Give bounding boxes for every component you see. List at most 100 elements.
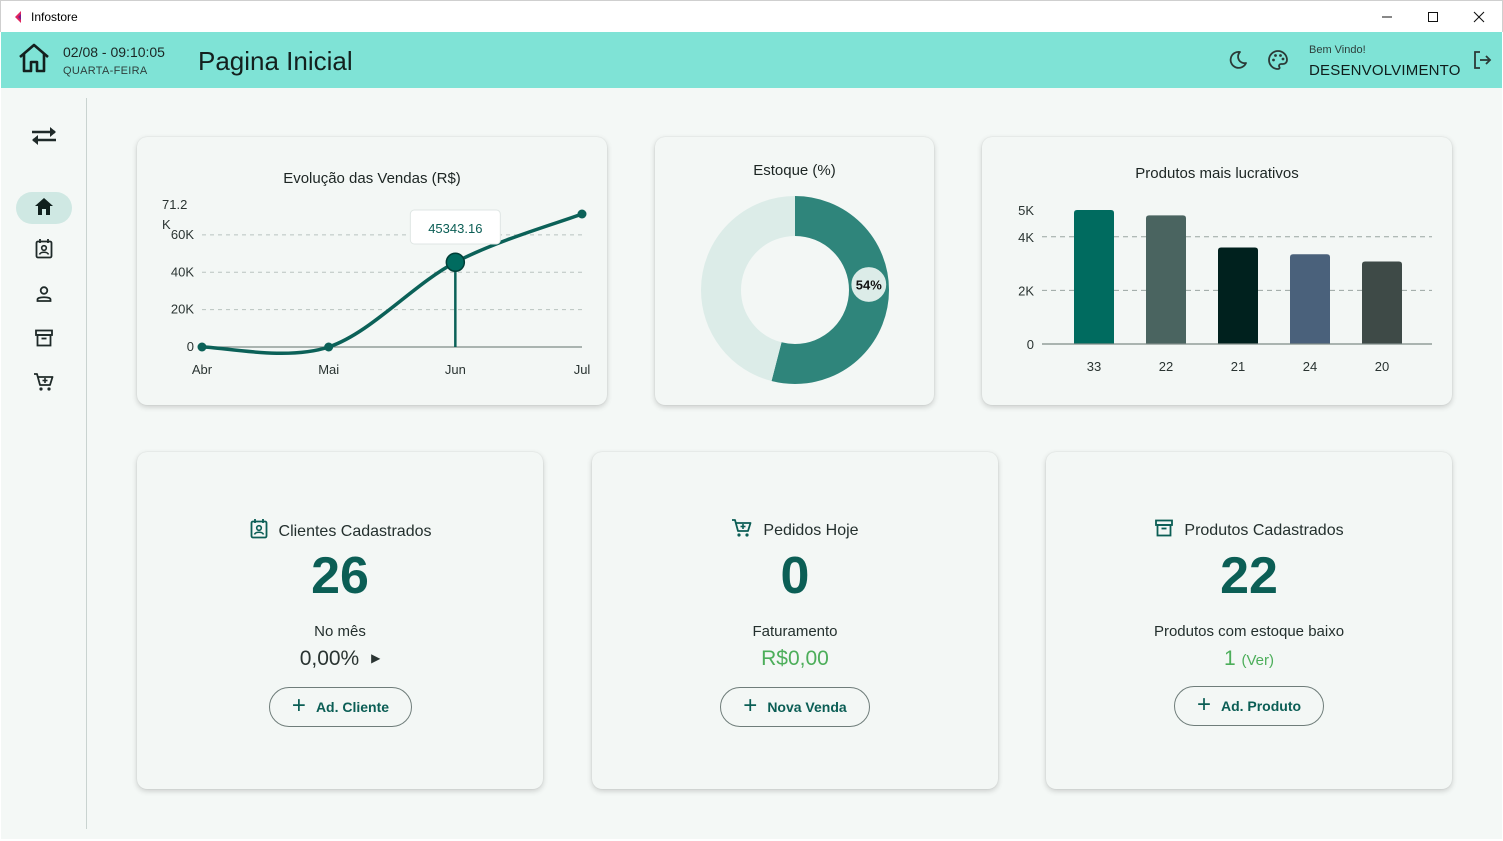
plus-icon: + xyxy=(1196,690,1211,718)
bar xyxy=(1218,247,1258,344)
tooltip-box xyxy=(409,209,501,245)
maximize-button[interactable] xyxy=(1410,1,1456,33)
clients-title: Clientes Cadastrados xyxy=(278,522,432,540)
new-sale-button[interactable]: + Nova Venda xyxy=(720,687,870,727)
add-client-label: Ad. Cliente xyxy=(315,699,390,715)
clients-count: 26 xyxy=(311,547,369,605)
y-max-label: 71.2 xyxy=(162,197,187,212)
x-tick-label: 22 xyxy=(1159,359,1173,374)
contact-card-icon xyxy=(249,518,269,545)
add-product-button[interactable]: + Ad. Produto xyxy=(1174,686,1324,726)
rail-item-produtos[interactable] xyxy=(16,324,72,356)
stock-chart-title: Estoque (%) xyxy=(753,162,836,179)
stock-card: Estoque (%) 54% xyxy=(655,137,934,405)
clients-month-label: No mês xyxy=(314,623,366,640)
caret-right-icon[interactable]: ▶ xyxy=(371,651,381,665)
sales-chart-title: Evolução das Vendas (R$) xyxy=(283,170,461,187)
archive-box-icon xyxy=(34,328,54,353)
data-point xyxy=(197,342,207,352)
top-products-card: Produtos mais lucrativos 0 2K 4K 5K 33 22 21 24… xyxy=(982,137,1452,405)
bar xyxy=(1290,254,1330,344)
y-tick-label: 60K xyxy=(171,227,194,242)
sales-evolution-card: Evolução das Vendas (R$) 0 20K 40K 60K 71.2 K… xyxy=(137,137,607,405)
add-product-label: Ad. Produto xyxy=(1220,698,1302,714)
low-stock-count: 1 xyxy=(1223,647,1236,670)
y-tick-label: 2K xyxy=(1018,283,1034,298)
x-tick-label: Jun xyxy=(445,362,466,377)
rail-item-home[interactable] xyxy=(16,192,72,224)
add-client-button[interactable]: + Ad. Cliente xyxy=(269,687,412,727)
y-tick-label: 0 xyxy=(1027,337,1034,352)
home-icon xyxy=(33,196,55,221)
dark-mode-moon-icon[interactable] xyxy=(1227,49,1249,76)
donut-label-bubble xyxy=(850,265,888,304)
revenue-label: Faturamento xyxy=(752,623,838,640)
home-icon[interactable] xyxy=(17,42,51,79)
products-card: Produtos Cadastrados 22 Produtos com est… xyxy=(1046,452,1452,789)
swap-arrows-icon xyxy=(28,124,60,153)
y-tick-label: 5K xyxy=(1018,203,1034,218)
contact-card-icon xyxy=(34,238,54,265)
window-title: Infostore xyxy=(31,9,78,24)
username: DESENVOLVIMENTO xyxy=(1309,62,1461,79)
bar xyxy=(1146,215,1186,344)
y-max-label-unit: K xyxy=(162,217,171,232)
rail-item-vendas[interactable] xyxy=(16,368,72,400)
stock-donut-chart: 54% xyxy=(701,196,889,384)
app-header: 02/08 - 09:10:05 QUARTA-FEIRA Pagina Ini… xyxy=(1,32,1502,88)
y-tick-label: 40K xyxy=(171,264,194,279)
products-bar-chart: 0 2K 4K 5K 33 22 21 24 20 xyxy=(1018,203,1432,374)
low-stock-view-link[interactable]: (Ver) xyxy=(1241,652,1275,669)
revenue-value: R$0,00 xyxy=(761,647,829,670)
logout-icon[interactable] xyxy=(1471,49,1493,76)
plus-icon: + xyxy=(743,691,758,719)
data-point xyxy=(324,342,334,352)
y-tick-label: 20K xyxy=(171,302,194,317)
bar xyxy=(1074,210,1114,344)
clients-card: Clientes Cadastrados 26 No mês 0,00% ▶ +… xyxy=(137,452,543,789)
tooltip-value: 45343.16 xyxy=(428,221,482,236)
orders-card: Pedidos Hoje 0 Faturamento R$0,00 + Nova… xyxy=(592,452,998,789)
page-title: Pagina Inicial xyxy=(198,46,353,76)
close-button[interactable] xyxy=(1456,1,1502,33)
rail-item-usuarios[interactable] xyxy=(16,280,72,312)
orders-count: 0 xyxy=(780,547,810,605)
window-titlebar: Infostore xyxy=(0,0,1503,32)
products-chart-title: Produtos mais lucrativos xyxy=(1135,165,1299,182)
donut-slice xyxy=(701,196,889,384)
rail-toggle-button[interactable] xyxy=(16,122,72,154)
rail-divider xyxy=(86,98,87,829)
x-tick-label: 20 xyxy=(1375,359,1389,374)
x-tick-label: 24 xyxy=(1303,359,1317,374)
welcome-text: Bem Vindo! xyxy=(1309,44,1366,56)
low-stock-label: Produtos com estoque baixo xyxy=(1153,623,1345,640)
x-tick-label: 21 xyxy=(1231,359,1245,374)
bar xyxy=(1362,261,1402,344)
minimize-button[interactable] xyxy=(1364,1,1410,33)
sales-line-chart: 0 20K 40K 60K 71.2 K Abr Mai Jun Jul 45343.16 xyxy=(162,197,591,377)
x-tick-label: Abr xyxy=(192,362,213,377)
donut-slice-label: 54% xyxy=(856,278,882,293)
person-icon xyxy=(34,284,54,309)
plus-icon: + xyxy=(291,691,306,719)
x-tick-label: 33 xyxy=(1087,359,1101,374)
x-tick-label: Mai xyxy=(318,362,339,377)
theme-palette-icon[interactable] xyxy=(1267,49,1289,76)
new-sale-label: Nova Venda xyxy=(767,699,847,715)
app-logo-icon xyxy=(11,9,27,25)
x-tick-label: Jul xyxy=(574,362,591,377)
orders-title: Pedidos Hoje xyxy=(763,521,859,539)
current-weekday: QUARTA-FEIRA xyxy=(63,65,148,77)
shopping-cart-icon xyxy=(33,372,55,397)
shopping-cart-icon xyxy=(731,518,753,543)
products-count: 22 xyxy=(1220,547,1278,605)
y-tick-label: 0 xyxy=(187,339,194,354)
data-point-highlighted xyxy=(445,252,466,273)
sales-line xyxy=(200,212,584,356)
data-point xyxy=(577,209,587,219)
products-title: Produtos Cadastrados xyxy=(1184,521,1344,539)
archive-box-icon xyxy=(1154,518,1174,543)
rail-item-clientes[interactable] xyxy=(16,235,72,267)
current-datetime: 02/08 - 09:10:05 xyxy=(63,44,165,60)
clients-month-value: 0,00% xyxy=(299,647,360,670)
